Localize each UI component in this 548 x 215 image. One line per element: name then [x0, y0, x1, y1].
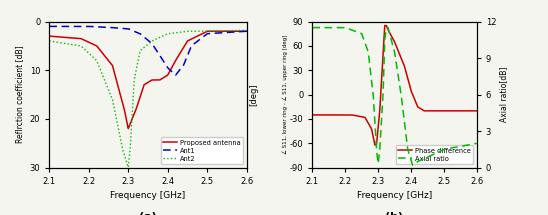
Phase difference	[423, 110, 429, 112]
Phase difference	[372, 144, 378, 146]
Phase difference	[473, 110, 480, 112]
Legend: Phase difference, Axial ratio: Phase difference, Axial ratio	[396, 145, 473, 164]
Ant2	[125, 166, 132, 169]
Ant2	[66, 43, 73, 45]
Proposed antenna	[243, 30, 250, 32]
Phase difference	[382, 24, 389, 27]
Proposed antenna	[204, 30, 210, 33]
Ant2	[204, 30, 210, 32]
Ant1	[126, 28, 133, 31]
Ant1	[66, 25, 73, 28]
Phase difference	[381, 24, 388, 27]
Proposed antenna	[126, 125, 133, 127]
Proposed antenna	[204, 30, 210, 32]
X-axis label: Frequency [GHz]: Frequency [GHz]	[110, 191, 186, 200]
Proposed antenna	[125, 127, 132, 130]
Y-axis label: Axial ratio[dB]: Axial ratio[dB]	[499, 67, 508, 122]
Line: Ant1: Ant1	[49, 26, 247, 75]
Text: (b): (b)	[385, 212, 404, 215]
Ant2	[126, 156, 133, 158]
Proposed antenna	[200, 32, 207, 34]
Axial ratio	[375, 156, 382, 159]
Ant2	[243, 29, 250, 32]
Proposed antenna	[46, 35, 53, 37]
Line: Axial ratio: Axial ratio	[312, 28, 477, 165]
Phase difference	[438, 110, 444, 112]
Phase difference	[441, 110, 447, 112]
X-axis label: Frequency [GHz]: Frequency [GHz]	[357, 191, 432, 200]
Legend: Proposed antenna, Ant1, Ant2: Proposed antenna, Ant1, Ant2	[161, 137, 243, 164]
Y-axis label: [deg]: [deg]	[249, 83, 258, 106]
Y-axis label: ∠ S11, lower ring - ∠ S11, upper ring [deg]: ∠ S11, lower ring - ∠ S11, upper ring [d…	[283, 35, 288, 154]
Ant2	[182, 30, 189, 33]
Axial ratio	[437, 150, 444, 152]
Axial ratio	[326, 26, 333, 29]
Axial ratio	[381, 38, 388, 41]
Line: Ant2: Ant2	[49, 30, 247, 167]
Proposed antenna	[133, 107, 140, 110]
Ant1	[200, 35, 207, 38]
Y-axis label: Reflrction coefficient [dB]: Reflrction coefficient [dB]	[15, 46, 24, 143]
Ant1	[204, 33, 210, 35]
Line: Phase difference: Phase difference	[312, 26, 477, 145]
Axial ratio	[309, 26, 316, 29]
Ant2	[133, 68, 140, 70]
Ant2	[200, 30, 207, 32]
Phase difference	[326, 114, 333, 116]
Text: (a): (a)	[139, 212, 157, 215]
Axial ratio	[422, 157, 429, 159]
Ant1	[46, 25, 53, 28]
Axial ratio	[441, 148, 447, 151]
Ant2	[46, 40, 53, 42]
Ant1	[182, 60, 189, 63]
Proposed antenna	[66, 36, 73, 39]
Axial ratio	[473, 142, 480, 145]
Ant1	[243, 30, 250, 32]
Ant1	[133, 31, 140, 33]
Phase difference	[376, 117, 383, 120]
Proposed antenna	[182, 44, 189, 46]
Ant1	[172, 74, 179, 76]
Line: Proposed antenna: Proposed antenna	[49, 31, 247, 129]
Axial ratio	[409, 164, 416, 166]
Phase difference	[309, 114, 316, 116]
